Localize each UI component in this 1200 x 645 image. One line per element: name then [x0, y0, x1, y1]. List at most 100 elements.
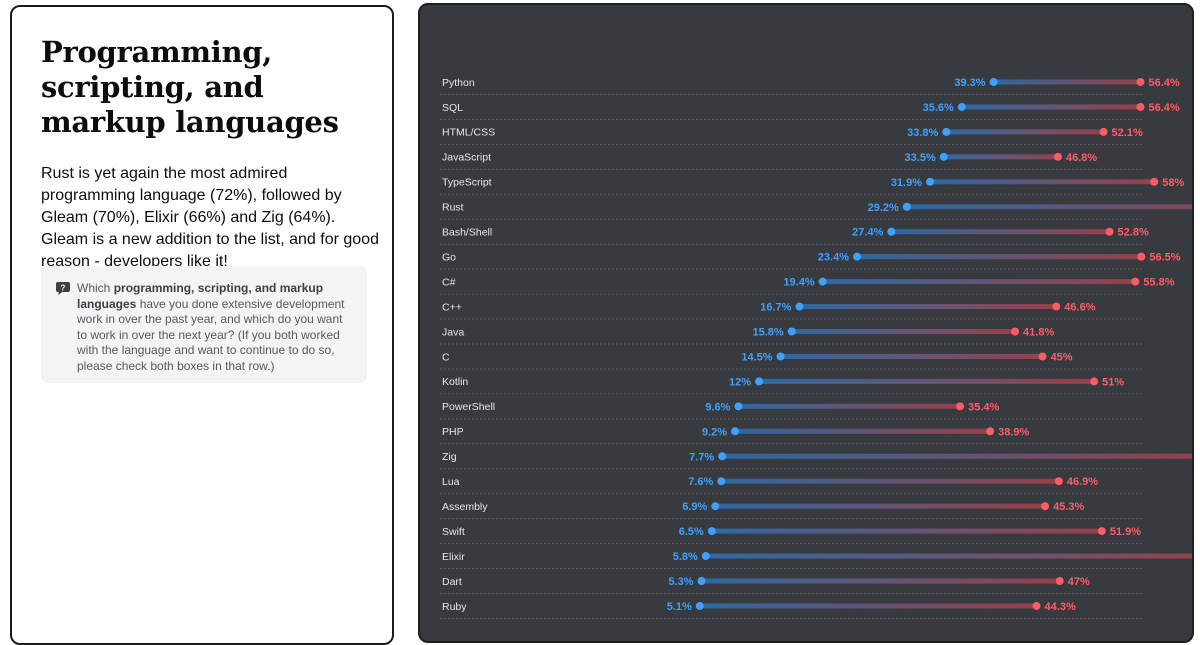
range-bar: [705, 553, 1192, 559]
admired-value-label: 45.3%: [1053, 501, 1084, 513]
desired-dot: [717, 477, 726, 486]
range-bar: [711, 528, 1102, 534]
language-label: Bash/Shell: [442, 227, 492, 239]
chart-row: PHP 9.2% 38.9%: [440, 426, 1142, 445]
desired-value-label: 27.4%: [852, 227, 883, 239]
desired-value-label: 14.5%: [741, 351, 772, 363]
chart-row: C++ 16.7% 46.6%: [440, 301, 1142, 320]
admired-dot: [1136, 78, 1145, 86]
desired-value-label: 9.2%: [702, 426, 727, 438]
desired-value-label: 35.6%: [923, 102, 954, 114]
page-title: Programming, scripting, and markup langu…: [41, 35, 339, 139]
desired-value-label: 6.5%: [679, 526, 704, 538]
language-label: Python: [442, 77, 475, 89]
chart-row: Bash/Shell 27.4% 52.8%: [440, 227, 1149, 245]
admired-dot: [1032, 601, 1041, 610]
chart-row: Java 15.8% 41.8%: [440, 326, 1142, 345]
desired-value-label: 12%: [729, 376, 751, 388]
question-icon: ?: [56, 282, 70, 295]
desired-value-label: 31.9%: [891, 177, 922, 189]
admired-dot: [1131, 277, 1140, 286]
desired-dot: [926, 177, 935, 186]
admired-value-label: 56.4%: [1148, 77, 1179, 89]
chart-row: Lua 7.6% 46.9%: [440, 476, 1142, 495]
left-panel: Programming, scripting, and markup langu…: [10, 5, 394, 645]
desired-dot: [787, 327, 796, 336]
language-label: Kotlin: [442, 376, 468, 388]
admired-dot: [1099, 127, 1108, 136]
language-label: TypeScript: [442, 177, 492, 189]
desired-dot: [707, 527, 716, 536]
question-box: ? Which programming, scripting, and mark…: [41, 266, 367, 383]
svg-text:?: ?: [61, 283, 66, 292]
admired-dot: [1097, 527, 1106, 536]
question-bold: programming, scripting, and markup langu…: [77, 281, 324, 311]
language-label: Assembly: [442, 501, 488, 513]
desired-dot: [718, 452, 727, 461]
range-bar: [857, 254, 1142, 260]
admired-value-label: 58%: [1162, 177, 1184, 189]
desired-value-label: 33.8%: [907, 127, 938, 139]
desired-value-label: 5.8%: [673, 551, 698, 563]
language-label: C++: [442, 301, 462, 313]
admired-dot: [986, 427, 995, 436]
chart-row: HTML/CSS 33.8% 52.1%: [440, 127, 1143, 145]
range-bar: [722, 453, 1192, 459]
desired-value-label: 7.7%: [689, 451, 714, 463]
desired-dot: [887, 227, 896, 236]
admired-dot: [1105, 227, 1114, 236]
desired-dot: [795, 302, 804, 311]
admired-dot: [1150, 177, 1159, 186]
desired-dot: [939, 152, 948, 161]
desired-value-label: 15.8%: [753, 327, 784, 339]
admired-value-label: 52.1%: [1112, 127, 1143, 139]
admired-dot: [1137, 252, 1146, 261]
desired-value-label: 39.3%: [954, 77, 985, 89]
desired-value-label: 19.4%: [783, 277, 814, 289]
question-suffix: have you done extensive development work…: [77, 296, 345, 373]
chart-row: Dart 5.3% 47%: [440, 576, 1142, 594]
admired-value-label: 46.8%: [1066, 152, 1097, 164]
range-bar: [891, 229, 1110, 235]
chart-row: Go 23.4% 56.5%: [440, 251, 1181, 270]
language-label: Zig: [442, 451, 457, 463]
chart-row: C 14.5% 45%: [440, 351, 1142, 370]
admired-value-label: 45%: [1051, 351, 1073, 363]
chart-row: SQL 35.6% 56.4%: [440, 102, 1180, 120]
admired-dot: [1090, 377, 1099, 386]
desired-value-label: 5.3%: [668, 576, 693, 588]
admired-dot: [1136, 102, 1145, 111]
desired-value-label: 23.4%: [818, 252, 849, 264]
admired-value-label: 51.9%: [1110, 526, 1141, 538]
range-bar: [930, 179, 1155, 185]
admired-dot: [1041, 502, 1050, 511]
language-label: Swift: [442, 526, 465, 538]
intro-text: Rust is yet again the most admired progr…: [41, 165, 379, 270]
admired-dot: [1052, 302, 1061, 311]
admired-value-label: 47%: [1068, 576, 1090, 588]
desired-dot: [942, 127, 951, 136]
admired-value-label: 46.9%: [1067, 476, 1098, 488]
language-label: Ruby: [442, 601, 467, 613]
admired-dot: [1055, 577, 1064, 585]
desired-value-label: 29.2%: [868, 202, 899, 214]
desired-dot: [853, 252, 862, 261]
desired-dot: [734, 402, 743, 411]
range-bar: [780, 353, 1043, 359]
chart-row: C# 19.4% 55.8%: [440, 276, 1175, 295]
dumbbell-chart: Python 39.3% 56.4% SQL 35.6% 56.4% HTML/CSS 33.…: [440, 77, 1192, 619]
admired-value-label: 46.6%: [1064, 302, 1095, 314]
language-label: C#: [442, 276, 456, 288]
desired-dot: [695, 601, 704, 610]
language-label: HTML/CSS: [442, 127, 495, 139]
language-label: PowerShell: [442, 401, 495, 413]
admired-value-label: 44.3%: [1045, 601, 1076, 613]
language-label: Lua: [442, 476, 460, 488]
admired-value-label: 56.4%: [1148, 102, 1179, 114]
range-bar: [822, 279, 1136, 285]
admired-value-label: 55.8%: [1143, 277, 1174, 289]
range-bar: [738, 403, 961, 409]
range-bar: [961, 104, 1141, 110]
desired-dot: [818, 277, 827, 286]
